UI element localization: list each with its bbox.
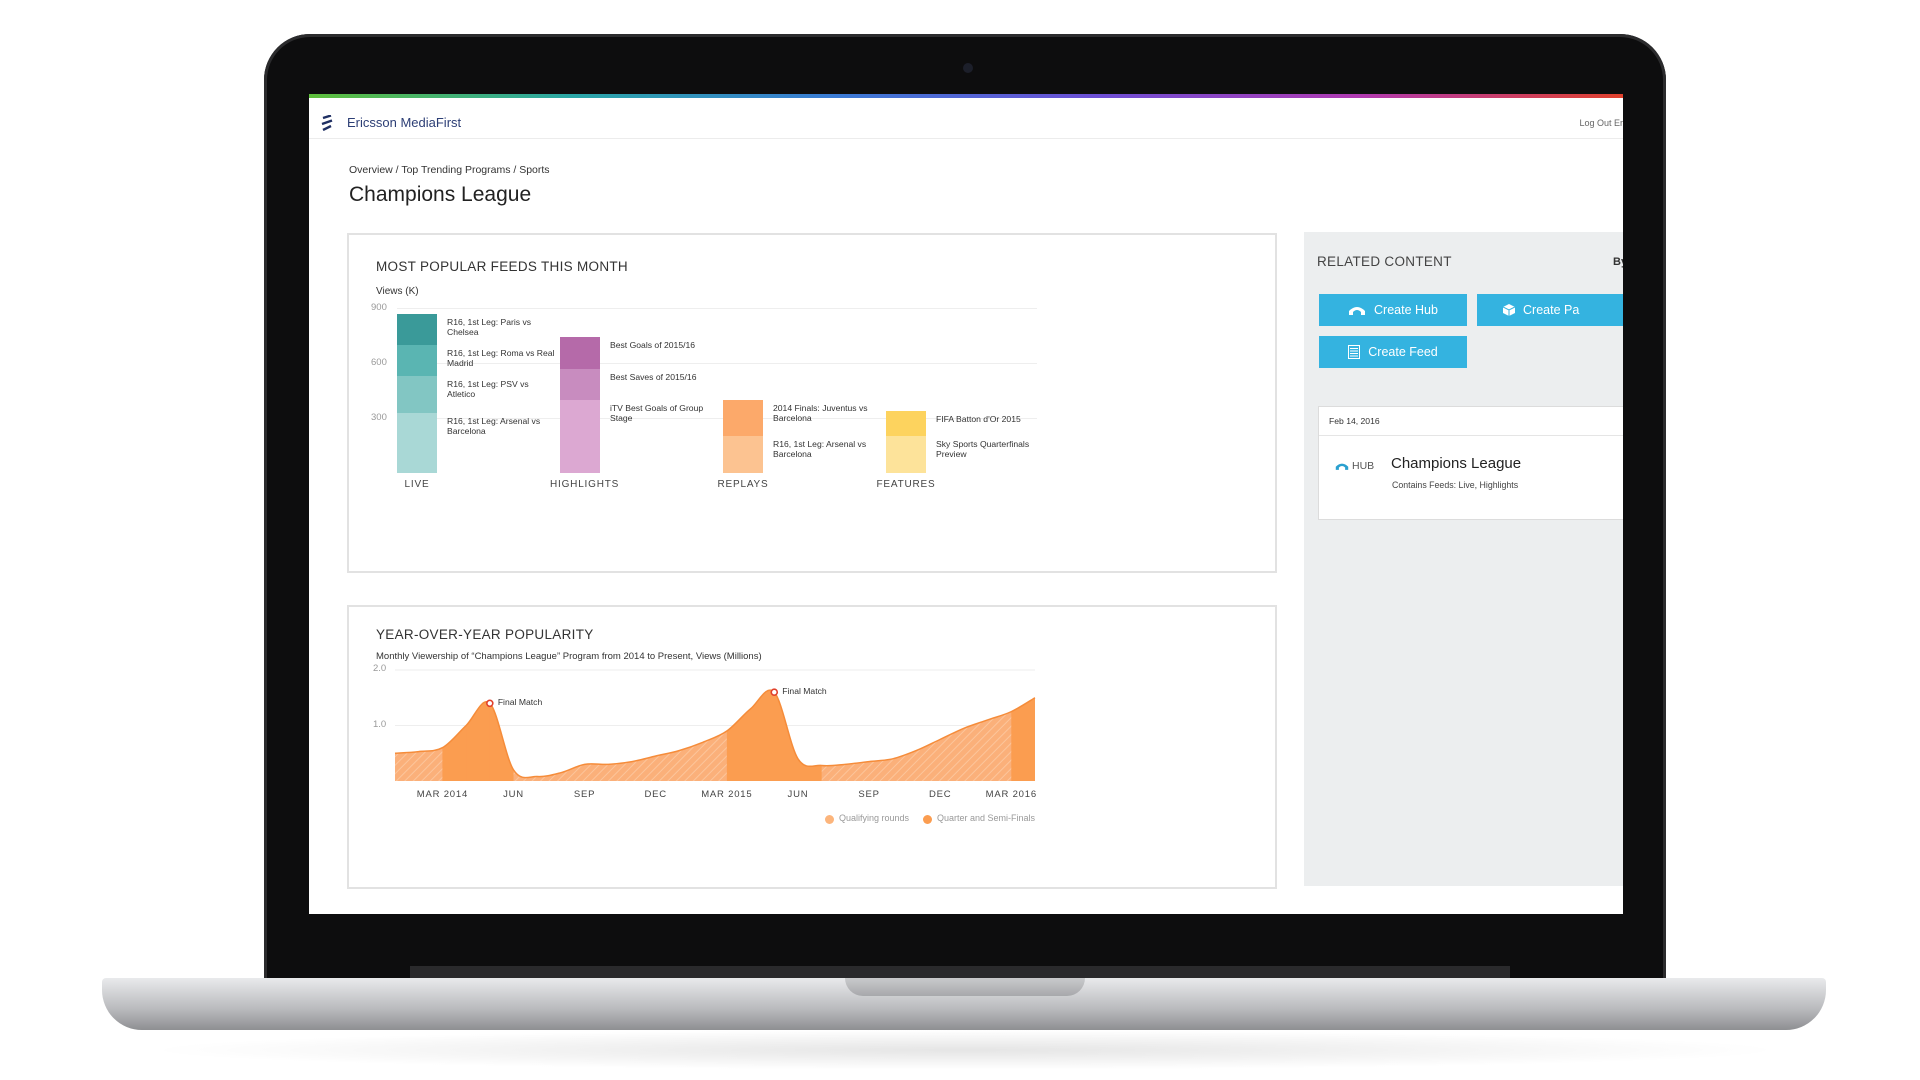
grid-line <box>397 363 1037 365</box>
create-package-label: Create Pa <box>1523 303 1580 317</box>
x-tick-label: JUN <box>503 789 524 800</box>
x-tick-label: SEP <box>858 789 880 800</box>
popular-feeds-panel: MOST POPULAR FEEDS THIS MONTH Views (K) … <box>347 233 1277 573</box>
area-line <box>394 689 1036 779</box>
area-chart-labels: 2.0 1.0 Final Match Final Match MAR 2014 JUN S… <box>349 607 1275 887</box>
related-content-panel <box>1304 232 1623 886</box>
bar-segment <box>723 436 763 473</box>
bar-segment <box>560 399 600 473</box>
page-title: Champions League <box>349 183 532 206</box>
card-date-row: Feb 14, 2016 <box>1319 407 1623 436</box>
bar-segment-label: R16, 1st Leg: Arsenal vs Barcelona <box>447 415 541 436</box>
y-tick-label: 300 <box>371 412 387 423</box>
bar-segment <box>886 436 926 473</box>
create-feed-button[interactable]: Create Feed <box>1319 336 1467 368</box>
x-tick-label: JUN <box>787 789 809 800</box>
laptop-hinge <box>410 966 1510 978</box>
laptop-notch <box>845 978 1085 996</box>
card-name[interactable]: Champions League <box>1391 455 1522 472</box>
yoy-subtitle: Monthly Viewership of “Champions League”… <box>376 651 762 662</box>
card-date: Feb 14, 2016 <box>1329 416 1380 426</box>
x-tick-label: MAR 2014 <box>416 789 469 800</box>
bar-segment-label: 2014 Finals: Juventus vs Barcelona <box>773 402 868 423</box>
related-content-title: RELATED CONTENT <box>1317 254 1452 269</box>
create-hub-button[interactable]: Create Hub <box>1319 294 1467 326</box>
breadcrumb[interactable]: Overview / Top Trending Programs / Sport… <box>349 164 550 176</box>
feed-icon <box>1348 345 1361 359</box>
y-tick-label: 2.0 <box>373 663 387 674</box>
legend-label[interactable]: Quarter and Semi-Finals <box>937 813 1036 823</box>
legend-swatch <box>923 815 932 824</box>
category-label: LIVE <box>404 479 430 490</box>
bar-segment <box>560 368 600 400</box>
bar-segment <box>723 399 763 437</box>
bar-segment-label: FIFA Batton d'Or 2015 <box>936 413 1021 424</box>
x-tick-label: MAR 2016 <box>985 789 1037 800</box>
y-axis-unit: Views (K) <box>376 286 419 297</box>
bar-segment-label: Best Saves of 2015/16 <box>610 371 697 382</box>
popular-feeds-title: MOST POPULAR FEEDS THIS MONTH <box>376 259 628 274</box>
hub-icon <box>1349 307 1366 315</box>
y-tick-label: 900 <box>371 302 387 314</box>
x-tick-label: SEP <box>573 789 596 800</box>
grid-line <box>397 308 1037 310</box>
hub-type-icon <box>1335 463 1349 470</box>
bar-segment <box>397 412 437 473</box>
bar-segment-label: iTV Best Goals of Group Stage <box>610 402 704 423</box>
final-match-annotation: Final Match <box>497 697 543 708</box>
logout-link[interactable]: Log Out Er <box>1579 118 1623 128</box>
bar-segment <box>560 337 600 369</box>
bar-segment <box>397 313 437 345</box>
app-screen: Ericsson MediaFirst Log Out Er Overview … <box>309 94 1623 914</box>
app-title[interactable]: Ericsson MediaFirst <box>347 115 462 130</box>
x-tick-label: DEC <box>644 789 667 800</box>
x-tick-label: DEC <box>928 789 952 800</box>
package-icon <box>1503 304 1515 316</box>
related-hub-card[interactable]: Feb 14, 2016 HUB Champions League Contai… <box>1318 406 1623 520</box>
bar-segment-label: R16, 1st Leg: Paris vs Chelsea <box>447 316 532 337</box>
area-chart <box>394 669 1036 781</box>
y-tick-label: 1.0 <box>373 718 387 730</box>
x-tick-label: MAR 2015 <box>701 789 753 800</box>
category-label: HIGHLIGHTS <box>550 479 620 490</box>
create-feed-label: Create Feed <box>1368 345 1438 359</box>
top-bar: Ericsson MediaFirst Log Out Er <box>309 98 1623 139</box>
bar-segment-label: Best Goals of 2015/16 <box>610 340 696 351</box>
yoy-popularity-panel: YEAR-OVER-YEAR POPULARITY Monthly Viewer… <box>347 605 1277 889</box>
final-match-marker[interactable] <box>770 688 779 696</box>
sort-by-label[interactable]: By <box>1613 256 1623 268</box>
brand-stripe <box>309 94 1623 98</box>
yoy-title: YEAR-OVER-YEAR POPULARITY <box>376 627 594 642</box>
bar-segment <box>397 344 437 376</box>
category-label: REPLAYS <box>717 479 769 490</box>
grid-line <box>397 418 1037 419</box>
final-match-marker[interactable] <box>486 699 494 708</box>
final-match-annotation: Final Match <box>782 686 827 697</box>
y-tick-label: 600 <box>371 357 387 369</box>
create-package-button[interactable]: Create Pa <box>1477 294 1623 326</box>
legend-label[interactable]: Qualifying rounds <box>839 813 910 823</box>
bar-segment-label: R16, 1st Leg: Arsenal vs Barcelona <box>773 439 867 460</box>
bar-segment-label: Sky Sports Quarterfinals Preview <box>936 439 1030 460</box>
area-band <box>1011 690 1035 781</box>
camera-icon <box>963 63 973 73</box>
card-description: Contains Feeds: Live, Highlights <box>1392 480 1519 490</box>
card-type: HUB <box>1352 460 1375 472</box>
bar-segment-label: R16, 1st Leg: PSV vs Atletico <box>447 378 529 399</box>
legend-swatch <box>825 815 834 824</box>
laptop-shadow <box>140 1030 1790 1070</box>
bar-segment-label: R16, 1st Leg: Roma vs Real Madrid <box>447 347 555 368</box>
create-hub-label: Create Hub <box>1374 303 1438 317</box>
bar-chart: 900 600 300 R16, 1st Leg: Arsenal vs Barcel… <box>349 235 1275 571</box>
ericsson-logo-icon[interactable] <box>321 115 333 131</box>
bar-segment <box>886 410 926 437</box>
bar-segment <box>397 375 437 413</box>
category-label: FEATURES <box>876 479 936 490</box>
